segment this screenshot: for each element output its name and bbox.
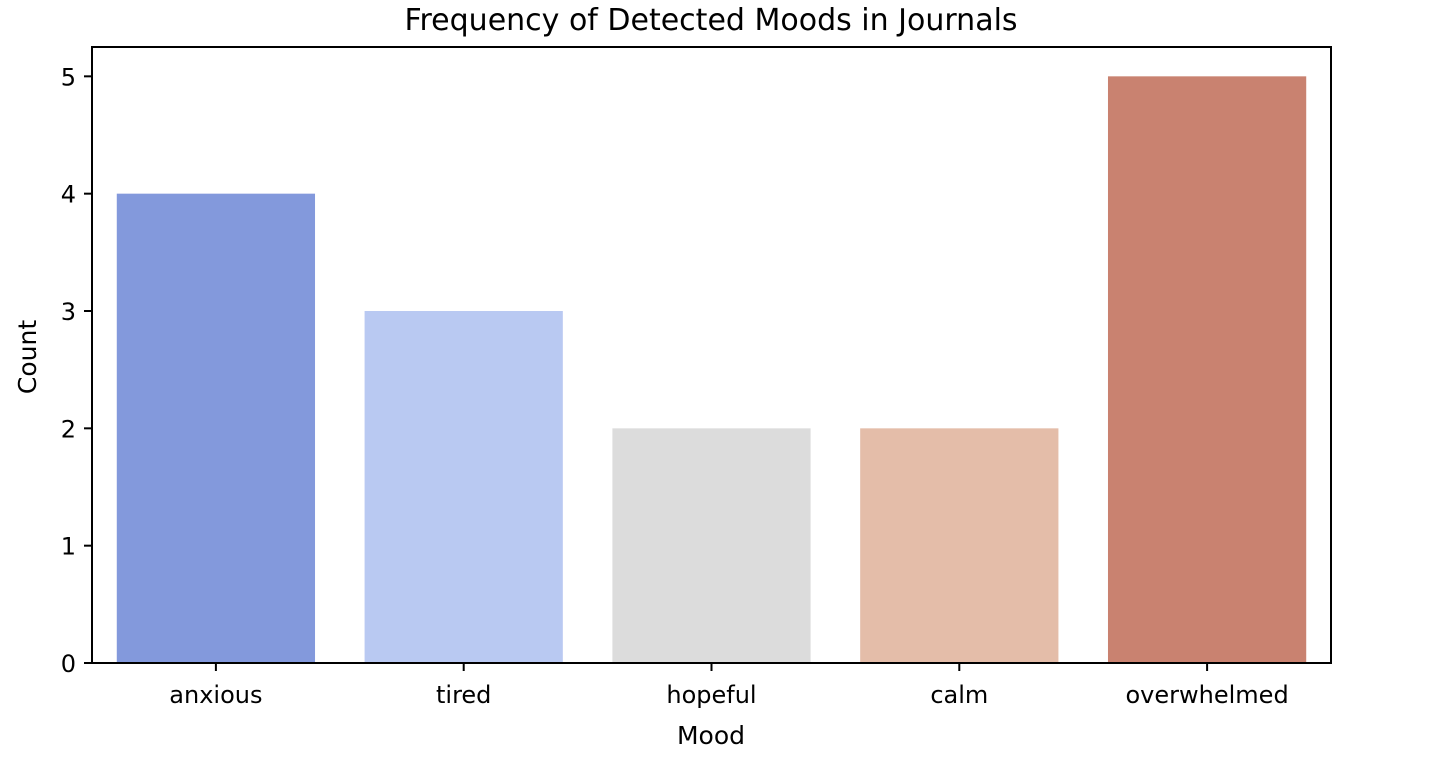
x-tick-label: calm <box>930 681 988 709</box>
x-axis-label: Mood <box>677 721 745 750</box>
plot-frame <box>91 46 1332 664</box>
bar-anxious <box>116 193 316 663</box>
y-tick-label: 0 <box>61 650 76 678</box>
bar-overwhelmed <box>1107 76 1307 664</box>
bars-group <box>116 76 1307 664</box>
y-tick-label: 4 <box>61 181 76 209</box>
x-axis: anxious tired hopeful calm overwhelmed <box>169 663 1289 709</box>
bar-tired <box>364 311 563 663</box>
y-tick-label: 2 <box>61 415 76 443</box>
bar-calm <box>860 428 1059 663</box>
chart-title: Frequency of Detected Moods in Journals <box>404 3 1017 38</box>
y-axis: 0 1 2 3 4 5 <box>61 63 92 678</box>
x-tick-label: tired <box>436 681 491 709</box>
y-tick-label: 1 <box>61 533 76 561</box>
y-tick-label: 3 <box>61 298 76 326</box>
bar-hopeful <box>612 428 811 663</box>
x-tick-label: anxious <box>169 681 262 709</box>
y-tick-label: 5 <box>61 63 76 91</box>
y-axis-label: Count <box>13 320 42 394</box>
x-tick-label: overwhelmed <box>1126 681 1289 709</box>
x-tick-label: hopeful <box>666 681 756 709</box>
